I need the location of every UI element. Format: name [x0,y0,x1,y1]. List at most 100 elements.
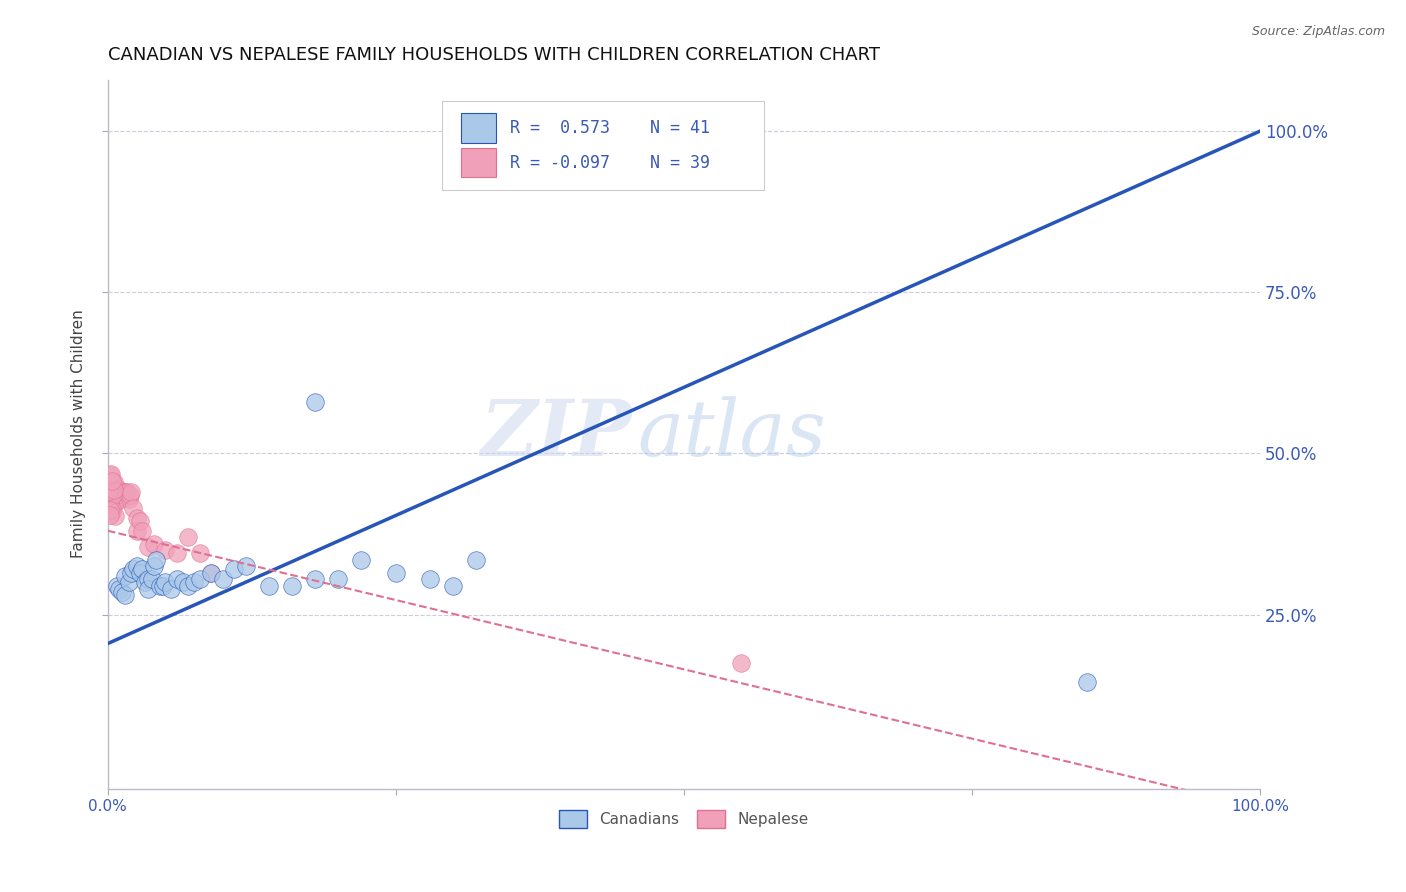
Point [112,488,135,502]
Point [328,572,350,586]
Point [101,483,124,498]
Point [120,485,142,500]
Point [281,578,304,592]
Point [142,536,165,550]
Point [117,491,139,506]
Point [108,488,131,502]
Point [103,475,125,490]
Point [111,485,134,500]
Point [98,484,121,499]
Point [141,572,163,586]
Point [101,488,124,502]
Point [103,483,125,498]
Bar [461,148,496,178]
Point [385,566,408,580]
Point [350,553,373,567]
Point [188,572,211,586]
Point [110,491,132,506]
Point [134,575,156,590]
Point [104,488,127,502]
Point [136,540,159,554]
Text: R =  0.573    N = 41: R = 0.573 N = 41 [510,119,710,136]
Point [304,572,326,586]
Text: atlas: atlas [638,396,827,472]
Point [101,482,124,496]
Point [104,482,127,496]
Point [152,578,174,592]
Point [183,575,205,590]
Point [104,485,127,500]
Y-axis label: Family Households with Children: Family Households with Children [72,310,86,558]
Text: ZIP: ZIP [481,396,631,473]
Point [172,575,194,590]
Point [224,562,246,576]
Point [103,488,125,502]
Point [103,498,125,512]
Point [101,491,124,506]
Point [100,467,122,482]
Point [117,575,139,590]
Point [107,482,129,496]
Point [465,553,488,567]
Point [177,578,200,592]
Point [145,553,167,567]
Point [441,578,464,592]
Point [108,485,131,500]
Point [200,566,222,580]
Point [160,582,183,596]
Point [110,485,132,500]
Point [125,511,148,525]
Point [122,562,145,576]
Point [131,562,153,576]
Point [200,566,222,580]
Point [419,572,441,586]
Point [122,501,145,516]
Point [235,559,257,574]
Point [155,543,177,558]
Point [103,508,125,523]
Point [98,491,121,505]
Text: Source: ZipAtlas.com: Source: ZipAtlas.com [1251,25,1385,38]
Point [166,572,188,586]
Point [104,491,127,506]
Point [98,494,121,508]
Point [105,485,128,500]
Point [730,656,752,670]
Point [114,588,136,602]
Point [114,569,136,583]
Text: CANADIAN VS NEPALESE FAMILY HOUSEHOLDS WITH CHILDREN CORRELATION CHART: CANADIAN VS NEPALESE FAMILY HOUSEHOLDS W… [108,46,880,64]
Point [149,578,172,592]
Point [142,559,165,574]
Point [131,524,153,538]
Point [101,505,124,519]
Point [100,485,122,500]
Point [120,566,142,580]
Bar [461,113,496,143]
Point [212,572,235,586]
Point [117,485,139,500]
Point [136,572,159,586]
Point [100,491,122,506]
Point [105,488,128,502]
Point [98,508,121,522]
Point [129,514,152,528]
Point [155,575,177,590]
Point [101,501,124,516]
Point [166,546,188,560]
Point [129,566,152,580]
Point [118,488,141,502]
Point [115,488,138,502]
Point [98,503,121,517]
Point [177,530,200,544]
Legend: Canadians, Nepalese: Canadians, Nepalese [553,805,814,834]
Point [1076,675,1098,690]
FancyBboxPatch shape [441,101,765,189]
Point [125,559,148,574]
Point [103,485,125,500]
Point [114,485,136,500]
Point [125,524,148,538]
Point [188,546,211,560]
Point [98,468,121,483]
Text: R = -0.097    N = 39: R = -0.097 N = 39 [510,153,710,171]
Point [105,578,128,592]
